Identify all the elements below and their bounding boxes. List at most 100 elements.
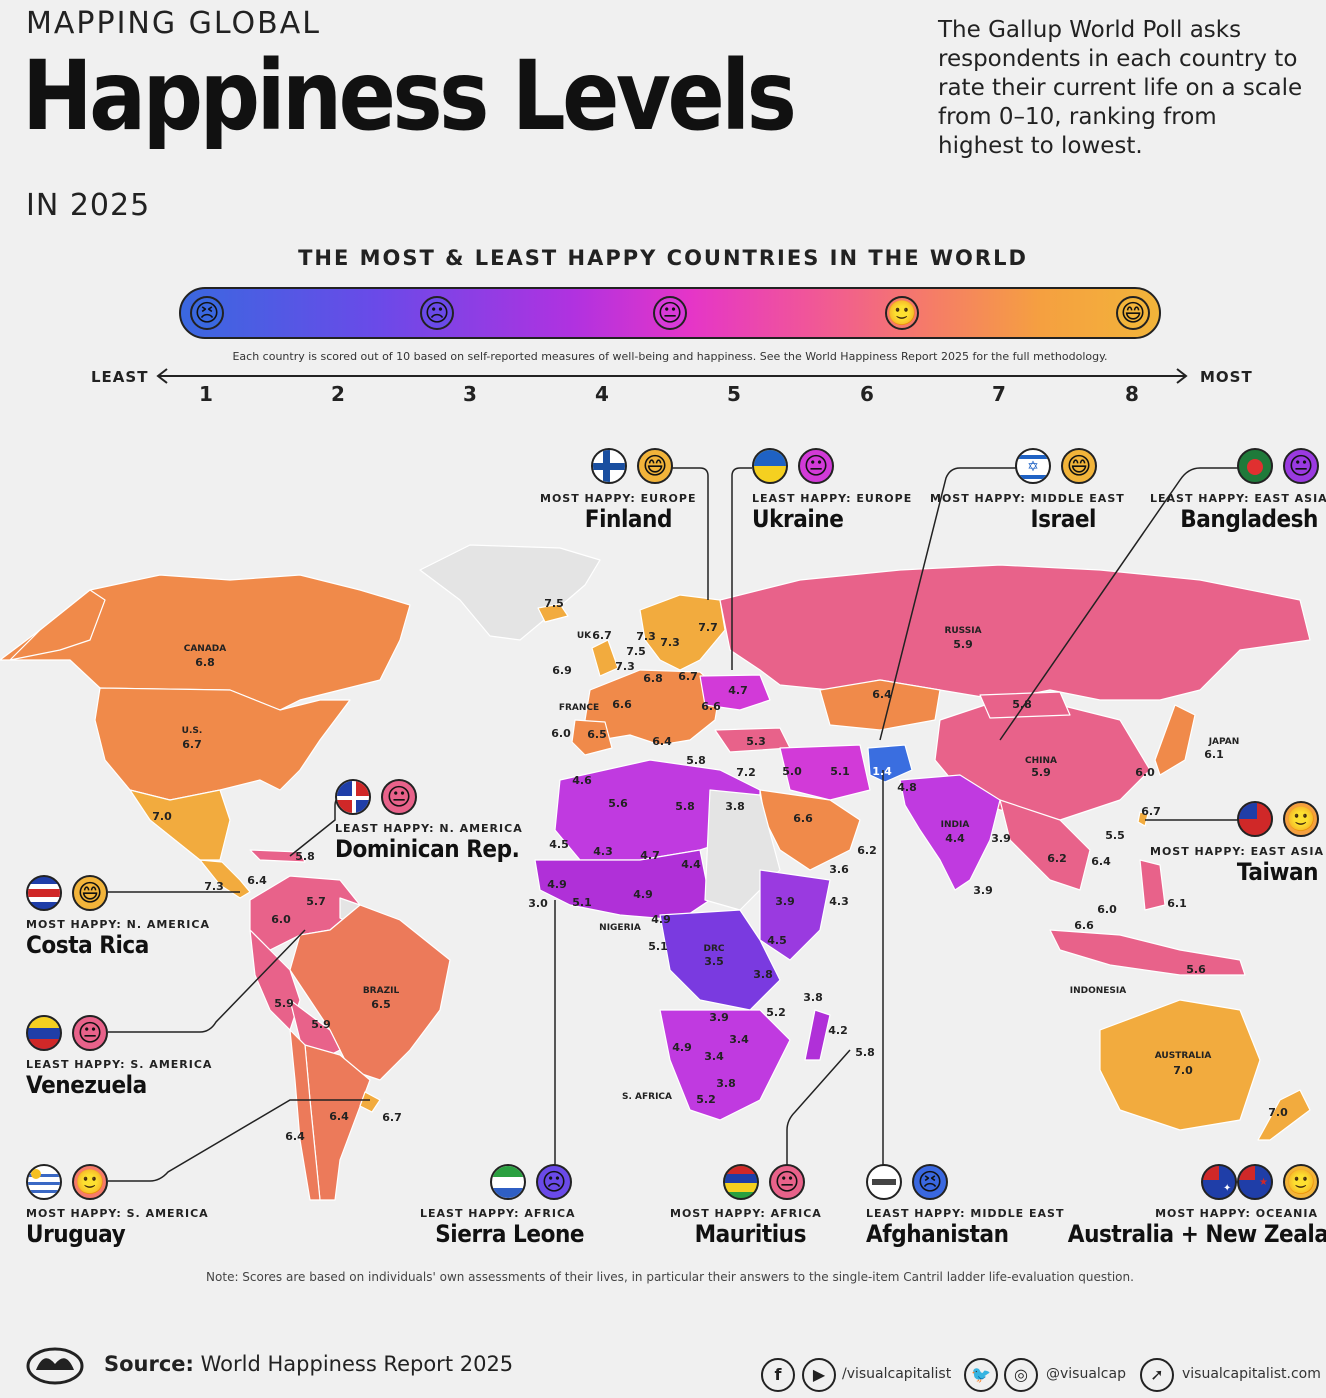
callout-kicker: MOST HAPPY: EUROPE bbox=[540, 492, 697, 505]
hong-kong-value: 5.5 bbox=[1105, 829, 1125, 842]
comoros-value: 3.8 bbox=[803, 991, 823, 1004]
scale-axis-arrow bbox=[156, 368, 1188, 384]
sierra-leone-flag-icon bbox=[490, 1164, 526, 1200]
new-zealand-value: 7.0 bbox=[1268, 1106, 1288, 1119]
philippines-shape bbox=[1139, 859, 1166, 911]
website-link[interactable]: visualcapitalist.com bbox=[1182, 1366, 1321, 1382]
map-labels: CANADA 6.8 U.S. 6.7 7.0 6.4 7.3 5.8 6.0 … bbox=[152, 597, 1288, 1140]
senegal-value: 4.9 bbox=[547, 878, 567, 891]
callout-name: Taiwan bbox=[1236, 858, 1319, 886]
neutral-face-icon: 😐 bbox=[1283, 448, 1319, 484]
malawi-value: 3.4 bbox=[729, 1033, 749, 1046]
australia-value: 7.0 bbox=[1173, 1064, 1193, 1077]
slight-smile-face-icon: 🙂 bbox=[72, 1164, 108, 1200]
scale-tick: 4 bbox=[595, 382, 609, 406]
middle-east-shape bbox=[779, 744, 871, 801]
india-label: INDIA bbox=[941, 820, 970, 830]
youtube-icon[interactable]: ▶ bbox=[802, 1358, 836, 1392]
callout-ukraine: LEAST HAPPY: EUROPE Ukraine bbox=[752, 492, 912, 533]
scale-note: Each country is scored out of 10 based o… bbox=[232, 350, 1108, 363]
slight-smile-face-icon: 🙂 bbox=[1283, 801, 1319, 837]
pakistan-value: 4.8 bbox=[897, 781, 917, 794]
indonesia-label: INDONESIA bbox=[1070, 986, 1127, 996]
neutral-face-icon: 😐 bbox=[72, 1015, 108, 1051]
singapore-value: 6.6 bbox=[1074, 919, 1094, 932]
callout-venezuela: LEAST HAPPY: S. AMERICA Venezuela bbox=[26, 1058, 212, 1099]
guatemala-value: 6.4 bbox=[247, 874, 267, 887]
italy-value: 6.4 bbox=[652, 735, 672, 748]
uruguay-flag-icon bbox=[26, 1164, 62, 1200]
page-title: Happiness Levels bbox=[22, 40, 797, 152]
cursor-icon[interactable]: ➚ bbox=[1140, 1358, 1174, 1392]
frowning-face-icon: ☹ bbox=[420, 296, 454, 330]
callout-australia-nz: MOST HAPPY: OCEANIA Australia + New Zeal… bbox=[1040, 1207, 1326, 1248]
twitter-icon[interactable]: 🐦 bbox=[964, 1358, 998, 1392]
sweden-value: 7.3 bbox=[660, 636, 680, 649]
callout-costa-rica: MOST HAPPY: N. AMERICA Costa Rica bbox=[26, 918, 210, 959]
callout-name: Costa Rica bbox=[26, 931, 149, 959]
afghanistan-value: 1.4 bbox=[872, 765, 892, 778]
portugal-value: 6.0 bbox=[551, 727, 571, 740]
philippines-value: 6.1 bbox=[1167, 897, 1187, 910]
australia-shape bbox=[1099, 999, 1261, 1131]
mexico-shape bbox=[129, 789, 231, 861]
scale-tick: 7 bbox=[992, 382, 1006, 406]
niger-value: 4.7 bbox=[640, 849, 660, 862]
uruguay-value: 6.7 bbox=[382, 1111, 402, 1124]
canada-value: 6.8 bbox=[195, 656, 215, 669]
callout-mauritius: MOST HAPPY: AFRICA Mauritius bbox=[670, 1207, 821, 1248]
greenland-shape bbox=[419, 544, 601, 641]
central-america-shape bbox=[199, 859, 251, 899]
scale-tick: 2 bbox=[331, 382, 345, 406]
china-label: CHINA bbox=[1025, 756, 1057, 766]
uk-value: 6.7 bbox=[592, 629, 612, 642]
instagram-icon[interactable]: ◎ bbox=[1004, 1358, 1038, 1392]
scale-tick: 1 bbox=[199, 382, 213, 406]
morocco-value: 4.6 bbox=[572, 774, 592, 787]
handle-facebook-youtube[interactable]: /visualcapitalist bbox=[842, 1366, 952, 1382]
scale-tick: 8 bbox=[1125, 382, 1139, 406]
slight-smile-face-icon: 🙂 bbox=[885, 296, 919, 330]
footer-note: Note: Scores are based on individuals' o… bbox=[206, 1270, 1134, 1284]
poland-value: 6.7 bbox=[678, 670, 698, 683]
handle-twitter-instagram[interactable]: @visualcap bbox=[1046, 1366, 1126, 1382]
nigeria-label: NIGERIA bbox=[599, 923, 641, 933]
turkey-value: 5.3 bbox=[746, 735, 766, 748]
scandinavia-shape bbox=[639, 594, 726, 671]
sierra-leone-value: 3.0 bbox=[528, 897, 548, 910]
indonesia-shape bbox=[1049, 929, 1246, 976]
callout-uruguay: MOST HAPPY: S. AMERICA Uruguay bbox=[26, 1207, 209, 1248]
france-value: 6.6 bbox=[612, 698, 632, 711]
least-label: LEAST bbox=[91, 368, 149, 386]
facebook-icon[interactable]: f bbox=[761, 1358, 795, 1392]
uk-shape bbox=[591, 639, 619, 677]
drc-value: 3.5 bbox=[704, 955, 724, 968]
ethiopia-value: 3.9 bbox=[775, 895, 795, 908]
finland-flag-icon bbox=[591, 448, 627, 484]
thailand-value: 6.2 bbox=[1047, 852, 1067, 865]
kazakhstan-shape bbox=[819, 679, 941, 731]
uruguay-shape bbox=[359, 1091, 381, 1113]
scale-title: THE MOST & LEAST HAPPY COUNTRIES IN THE … bbox=[298, 246, 1028, 270]
spain-value: 6.5 bbox=[587, 728, 607, 741]
source-text: World Happiness Report 2025 bbox=[200, 1352, 514, 1376]
iceland-value: 7.5 bbox=[544, 597, 564, 610]
taiwan-value: 6.7 bbox=[1141, 805, 1161, 818]
mauritius-value: 5.8 bbox=[855, 1046, 875, 1059]
chad-value: 4.4 bbox=[681, 858, 701, 871]
uae-value: 6.2 bbox=[857, 844, 877, 857]
vietnam-value: 6.4 bbox=[1091, 855, 1111, 868]
bangladesh-value: 3.9 bbox=[991, 832, 1011, 845]
colombia-value: 6.0 bbox=[271, 913, 291, 926]
grinning-face-icon: 😄 bbox=[637, 448, 673, 484]
neutral-face-icon: 😐 bbox=[653, 296, 687, 330]
callout-kicker: LEAST HAPPY: S. AMERICA bbox=[26, 1058, 213, 1071]
ireland-value: 6.9 bbox=[552, 664, 572, 677]
costa-rica-value: 7.3 bbox=[204, 880, 224, 893]
callout-afghanistan: LEAST HAPPY: MIDDLE EAST Afghanistan bbox=[866, 1207, 1064, 1248]
brazil-label: BRAZIL bbox=[363, 986, 400, 996]
callout-name: Bangladesh bbox=[1180, 505, 1318, 533]
korea-value: 6.0 bbox=[1135, 766, 1155, 779]
india-shape bbox=[899, 774, 1001, 891]
intro-text: The Gallup World Poll asks respondents i… bbox=[938, 17, 1303, 159]
